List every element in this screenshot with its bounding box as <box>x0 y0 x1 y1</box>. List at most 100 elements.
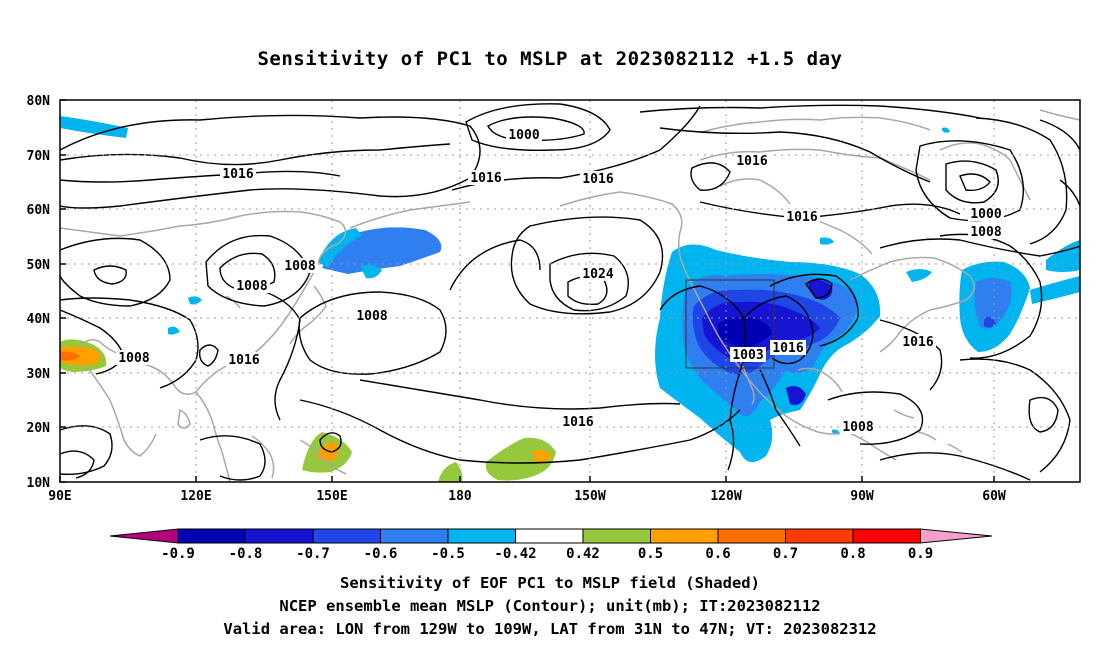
shade-region <box>1030 276 1080 304</box>
isobar <box>60 237 171 307</box>
shade-region <box>60 116 128 138</box>
colorbar-arrow-right <box>920 528 993 544</box>
isobar-label: 1008 <box>236 279 267 294</box>
grid-lines <box>60 100 1080 482</box>
coastline <box>349 201 471 229</box>
lon-label: 60W <box>982 489 1006 504</box>
colorbar-labels: -0.9 -0.8 -0.7 -0.6 -0.5 -0.42 0.42 0.5 0.6 0.7 0.… <box>161 546 933 562</box>
isobar <box>959 173 991 192</box>
coastline <box>893 409 963 453</box>
isobar <box>299 399 741 464</box>
coastline <box>699 148 931 181</box>
lon-label: 120E <box>180 489 211 504</box>
isobar <box>60 143 451 166</box>
lon-label: 150W <box>574 489 605 504</box>
caption-line-3: Valid area: LON from 129W to 109W, LAT f… <box>223 620 877 638</box>
shade-region <box>906 269 932 282</box>
lat-label: 50N <box>27 258 51 273</box>
isobar-label: 1008 <box>118 351 149 366</box>
coastline <box>849 256 975 353</box>
isobar <box>690 162 731 191</box>
isobar <box>827 391 924 445</box>
isobar-label-bg <box>840 419 876 434</box>
colorbar-arrow-left <box>109 528 179 544</box>
lat-label: 60N <box>27 203 51 218</box>
coastline <box>1039 109 1080 121</box>
isobar <box>359 379 681 410</box>
isobar-label-bg <box>354 308 390 323</box>
colorbar-label: 0.8 <box>840 546 865 562</box>
isobar-label-bg <box>580 171 616 186</box>
isobar-label-bg <box>734 153 770 168</box>
colorbar-segment <box>245 528 314 544</box>
isobar-label-bg <box>730 347 766 362</box>
isobar <box>549 252 629 312</box>
figure-title: Sensitivity of PC1 to MSLP at 2023082112… <box>257 48 843 70</box>
shade-region <box>485 437 556 481</box>
isobar-label: 1016 <box>222 167 253 182</box>
isobar <box>60 425 113 476</box>
colorbar-label: 0.6 <box>705 546 730 562</box>
isobar-label: 1008 <box>356 309 387 324</box>
shade-region <box>532 449 552 463</box>
colorbar-segment <box>177 528 246 544</box>
shade-region <box>360 264 382 279</box>
isobar <box>959 358 1071 473</box>
colorbar <box>109 528 993 544</box>
isobar-label-bg <box>968 224 1004 239</box>
lat-label: 30N <box>27 367 51 382</box>
isobar-label: 1000 <box>970 207 1001 222</box>
isobar-label: 1016 <box>736 154 767 169</box>
lat-label: 10N <box>27 476 51 491</box>
lon-label: 90E <box>48 489 71 504</box>
isobar-label-bg <box>784 209 820 224</box>
lat-label: 20N <box>27 421 51 436</box>
colorbar-segment <box>515 528 584 544</box>
isobar <box>198 344 219 367</box>
shade-region <box>60 351 80 361</box>
shade-region <box>1046 240 1080 272</box>
isobar <box>743 295 814 365</box>
shade-region <box>318 228 362 268</box>
coastline <box>177 408 191 429</box>
isobar-label: 1016 <box>786 210 817 225</box>
shade-region <box>438 462 463 482</box>
isobar <box>465 103 611 151</box>
isobar-label-bg <box>968 206 1004 221</box>
isobar-label-bg <box>900 334 936 349</box>
isobar-label: 1008 <box>970 225 1001 240</box>
colorbar-segment <box>447 528 516 544</box>
colorbar-label: -0.7 <box>296 546 330 562</box>
shade-region <box>168 326 180 335</box>
isobar <box>659 285 747 471</box>
colorbar-label: 0.7 <box>773 546 798 562</box>
colorbar-label: -0.5 <box>431 546 465 562</box>
isobar <box>879 452 1031 481</box>
isobar-label-bg <box>770 340 806 355</box>
isobar-label-bg <box>220 166 256 181</box>
coastline <box>251 435 275 479</box>
isobar <box>259 289 301 421</box>
shade-region <box>786 386 806 405</box>
isobar-label-bg <box>282 258 318 273</box>
coastline <box>719 178 791 205</box>
isobar <box>60 170 341 183</box>
isobar <box>805 278 833 299</box>
shade-region <box>820 237 834 245</box>
isobar <box>60 450 95 479</box>
isobar-label: 1016 <box>470 171 501 186</box>
isobar-label: 1016 <box>772 341 803 356</box>
isobar-label-bg <box>560 414 596 429</box>
isobar <box>659 127 931 183</box>
lat-label: 40N <box>27 312 51 327</box>
isobar-label-bg <box>226 352 262 367</box>
coastline <box>701 116 931 133</box>
isobar <box>93 265 127 285</box>
map-frame <box>59 99 1081 483</box>
isobar <box>879 238 1080 257</box>
isobar-label: 1000 <box>508 128 539 143</box>
isobar <box>60 297 199 389</box>
isobar <box>1039 119 1080 151</box>
coastline <box>289 285 327 345</box>
